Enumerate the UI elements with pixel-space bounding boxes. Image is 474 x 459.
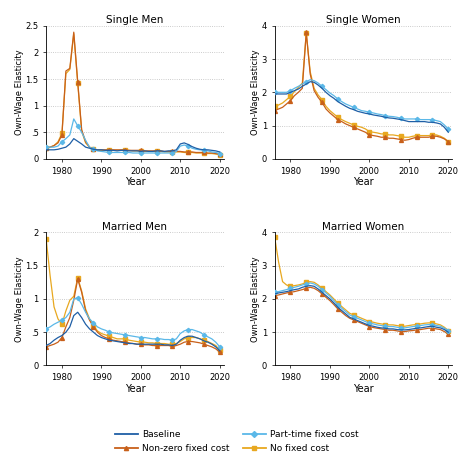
X-axis label: Year: Year (353, 384, 374, 393)
X-axis label: Year: Year (353, 177, 374, 187)
Y-axis label: Own-Wage Elasticity: Own-Wage Elasticity (251, 50, 260, 135)
Title: Married Women: Married Women (322, 222, 405, 232)
X-axis label: Year: Year (125, 384, 145, 393)
Title: Single Men: Single Men (106, 15, 164, 25)
Title: Single Women: Single Women (326, 15, 401, 25)
Y-axis label: Own-Wage Elasticity: Own-Wage Elasticity (15, 256, 24, 342)
Y-axis label: Own-Wage Elasticity: Own-Wage Elasticity (15, 50, 24, 135)
Y-axis label: Own-Wage Elasticity: Own-Wage Elasticity (251, 256, 260, 342)
X-axis label: Year: Year (125, 177, 145, 187)
Title: Married Men: Married Men (102, 222, 167, 232)
Legend: Baseline, Non-zero fixed cost, Part-time fixed cost, No fixed cost: Baseline, Non-zero fixed cost, Part-time… (113, 428, 361, 454)
